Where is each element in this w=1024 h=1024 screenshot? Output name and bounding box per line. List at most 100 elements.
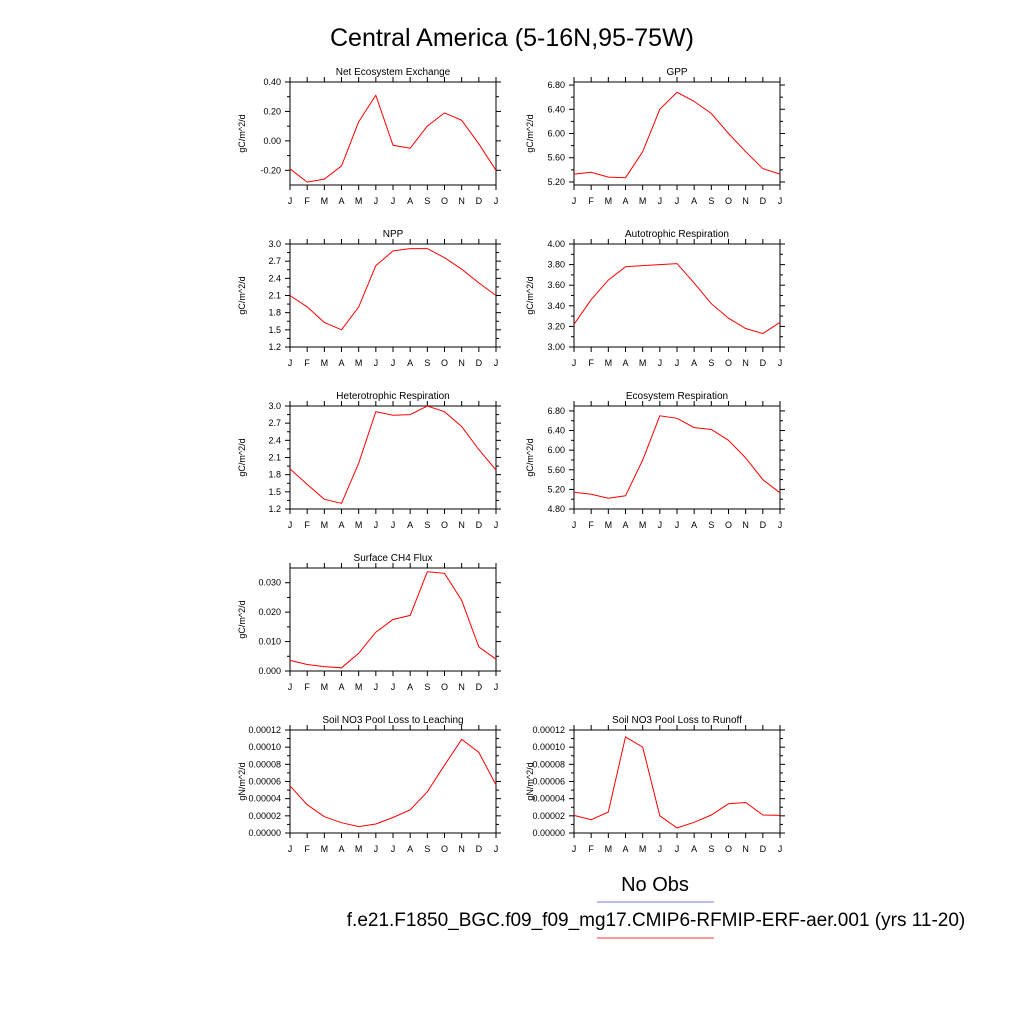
series-line-surface-ch4-flux <box>289 571 497 669</box>
figure-title: Central America (5-16N,95-75W) <box>330 24 694 52</box>
y-tick-label: 2.7 <box>268 256 281 266</box>
y-tick-label: 0.020 <box>258 607 281 617</box>
x-tick-label: N <box>742 358 749 368</box>
panel-title: Soil NO3 Pool Loss to Runoff <box>612 715 742 726</box>
series-line-autotrophic-respiration <box>573 263 781 335</box>
x-tick-label: J <box>374 682 379 692</box>
x-tick-label: S <box>424 520 430 530</box>
y-tick-label: 4.80 <box>547 504 565 514</box>
y-axis-label: gC/m^2/d <box>525 276 535 314</box>
x-tick-label: J <box>494 358 499 368</box>
x-tick-label: F <box>588 520 594 530</box>
y-tick-label: 0.00 <box>263 136 281 146</box>
x-tick-label: M <box>639 358 647 368</box>
x-tick-label: M <box>355 682 363 692</box>
x-tick-label: J <box>494 196 499 206</box>
y-axis-label: gC/m^2/d <box>525 114 535 152</box>
x-tick-label: A <box>622 196 628 206</box>
x-tick-label: D <box>476 844 483 854</box>
x-tick-label: F <box>588 358 594 368</box>
series-line-heterotrophic-respiration <box>289 405 497 504</box>
y-tick-label: 0.00010 <box>248 742 281 752</box>
series-line-gpp <box>573 91 781 179</box>
x-tick-label: J <box>494 520 499 530</box>
x-tick-label: J <box>494 682 499 692</box>
x-tick-label: J <box>572 358 577 368</box>
x-tick-label: J <box>391 520 396 530</box>
series-line-soil-no3-pool-loss-to-leaching <box>289 738 497 828</box>
x-tick-label: M <box>321 358 329 368</box>
x-tick-label: N <box>742 196 749 206</box>
y-tick-label: 0.20 <box>263 106 281 116</box>
legend: No Obs f.e21.F1850_BGC.f09_f09_mg17.CMIP… <box>347 874 965 939</box>
x-tick-label: J <box>288 682 293 692</box>
x-tick-label: A <box>338 520 344 530</box>
x-tick-label: M <box>639 844 647 854</box>
x-tick-label: S <box>708 196 714 206</box>
panel-title: Ecosystem Respiration <box>626 391 728 402</box>
x-tick-label: N <box>458 682 465 692</box>
panel-title: GPP <box>666 67 687 78</box>
x-tick-label: N <box>742 520 749 530</box>
x-tick-label: A <box>338 682 344 692</box>
x-tick-label: J <box>374 358 379 368</box>
y-tick-label: 2.7 <box>268 418 281 428</box>
y-tick-label: 6.00 <box>547 129 565 139</box>
x-tick-label: J <box>675 520 680 530</box>
x-tick-label: S <box>424 682 430 692</box>
x-tick-label: F <box>588 844 594 854</box>
panel-title: NPP <box>383 229 404 240</box>
x-tick-label: J <box>572 520 577 530</box>
y-tick-label: 0.00006 <box>248 777 281 787</box>
x-tick-label: J <box>658 196 663 206</box>
y-tick-label: 0.00000 <box>248 828 281 838</box>
series-line-npp <box>289 248 497 331</box>
x-tick-label: O <box>725 520 732 530</box>
x-tick-label: D <box>760 844 767 854</box>
y-tick-label: 5.20 <box>547 484 565 494</box>
x-tick-label: F <box>588 196 594 206</box>
x-tick-label: M <box>321 844 329 854</box>
x-tick-label: A <box>691 196 697 206</box>
x-tick-label: D <box>760 358 767 368</box>
x-tick-label: J <box>391 196 396 206</box>
y-axis-label: gC/m^2/d <box>237 276 247 314</box>
x-tick-label: A <box>691 358 697 368</box>
x-tick-label: A <box>622 520 628 530</box>
plot-frame <box>573 243 781 348</box>
x-tick-label: J <box>288 520 293 530</box>
plot-frame <box>289 81 497 186</box>
x-tick-label: M <box>355 196 363 206</box>
x-tick-label: O <box>441 682 448 692</box>
y-tick-label: 6.40 <box>547 426 565 436</box>
x-tick-label: J <box>658 844 663 854</box>
x-tick-label: O <box>441 358 448 368</box>
y-tick-label: 1.8 <box>268 308 281 318</box>
y-tick-label: 1.5 <box>268 487 281 497</box>
x-tick-label: J <box>494 844 499 854</box>
plot-frame <box>573 729 781 834</box>
y-tick-label: 0.010 <box>258 637 281 647</box>
x-tick-label: M <box>321 520 329 530</box>
y-axis-label: gN/m^2/d <box>237 762 247 800</box>
y-tick-label: 0.00004 <box>248 794 281 804</box>
x-tick-label: J <box>658 358 663 368</box>
y-axis-label: gC/m^2/d <box>237 600 247 638</box>
x-tick-label: J <box>572 196 577 206</box>
x-tick-label: A <box>338 844 344 854</box>
y-tick-label: 3.80 <box>547 260 565 270</box>
y-tick-label: 6.80 <box>547 406 565 416</box>
y-tick-label: 0.00002 <box>248 811 281 821</box>
y-tick-label: 0.00008 <box>532 759 565 769</box>
y-tick-label: 0.00006 <box>532 777 565 787</box>
y-tick-label: 2.4 <box>268 435 281 445</box>
legend-label-case: f.e21.F1850_BGC.f09_f09_mg17.CMIP6-RFMIP… <box>347 910 965 931</box>
x-tick-label: A <box>407 520 413 530</box>
x-tick-label: M <box>321 196 329 206</box>
y-tick-label: 5.60 <box>547 153 565 163</box>
